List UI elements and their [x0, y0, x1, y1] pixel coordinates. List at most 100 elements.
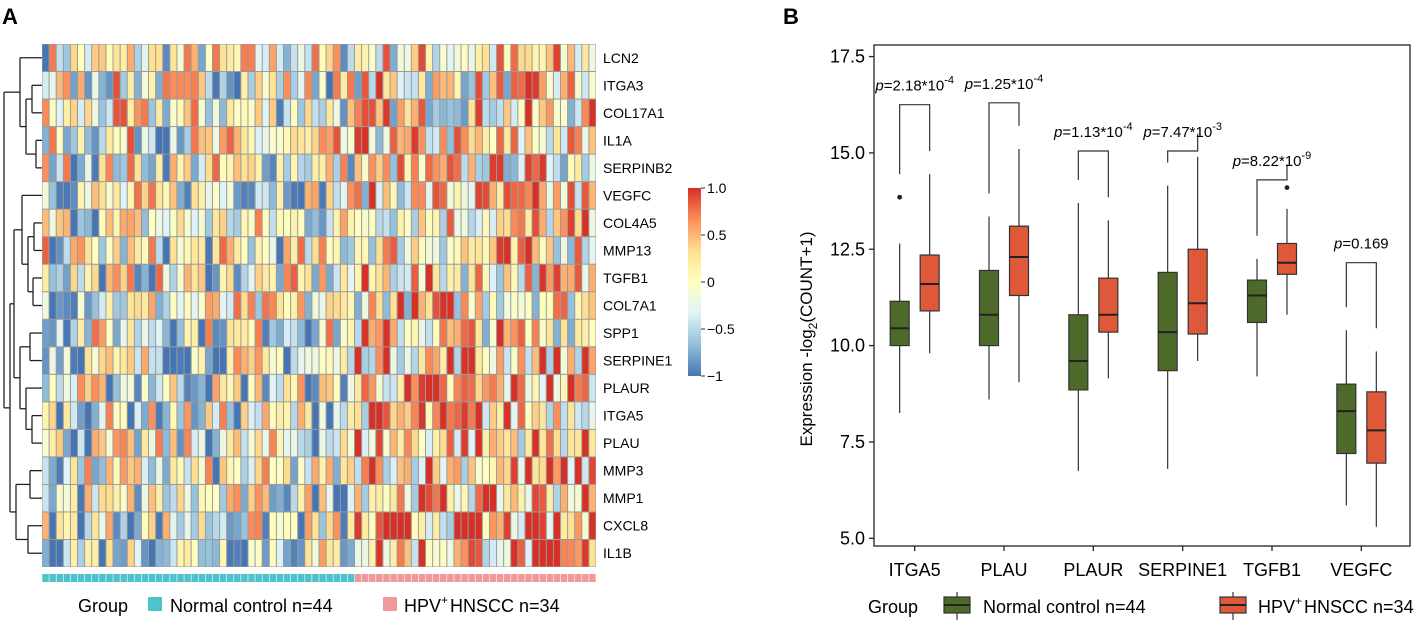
heatmap-cell [454, 347, 461, 374]
heatmap-cell [85, 374, 92, 402]
heatmap-cell [369, 319, 376, 347]
heatmap-cell [454, 539, 461, 567]
heatmap-cell [170, 99, 177, 127]
heatmap-cell [99, 182, 106, 209]
heatmap-cell [397, 319, 404, 347]
heatmap-cell [291, 347, 298, 374]
heatmap-cell [70, 44, 78, 72]
heatmap-cell [539, 457, 546, 484]
heatmap-cell [468, 237, 475, 264]
group-cell [518, 574, 525, 582]
heatmap-cell [120, 292, 127, 319]
heatmap-cell [255, 319, 262, 347]
heatmap-cell [489, 264, 497, 292]
y-tick-label: 7.5 [840, 432, 865, 452]
heatmap-cell [511, 319, 518, 347]
group-cell [496, 574, 504, 582]
heatmap-cell [149, 319, 156, 347]
heatmap-cell [156, 402, 163, 429]
heatmap-cell [127, 429, 134, 457]
heatmap-cell [454, 402, 461, 429]
box-body [1246, 279, 1268, 324]
heatmap-cell [241, 347, 248, 374]
heatmap-cell [227, 99, 234, 127]
heatmap-cell [156, 182, 163, 209]
heatmap-cell [99, 347, 106, 374]
heatmap-cell [383, 182, 390, 209]
heatmap-cell [198, 182, 205, 209]
heatmap-cell [49, 457, 56, 484]
heatmap-cell [85, 99, 92, 127]
heatmap-cell [184, 374, 191, 402]
heatmap-cell [397, 347, 404, 374]
heatmap-cell [63, 429, 70, 457]
heatmap-cell [262, 44, 269, 72]
heatmap-cell [298, 182, 305, 209]
heatmap-cell [227, 347, 234, 374]
heatmap-cell [589, 237, 596, 264]
heatmap-cell [269, 72, 276, 99]
heatmap-cell [475, 182, 482, 209]
heatmap-cell [433, 347, 440, 374]
heatmap-cell [468, 127, 475, 154]
heatmap-cell [426, 319, 433, 347]
heatmap-cell [283, 99, 291, 127]
heatmap-cell [582, 127, 589, 154]
heatmap-cell [589, 374, 596, 402]
heatmap-cell [582, 237, 589, 264]
heatmap-cell [376, 44, 383, 72]
heatmap-cell [546, 539, 553, 567]
heatmap-cell [120, 374, 127, 402]
heatmap-cell [532, 237, 539, 264]
heatmap-cell [255, 127, 262, 154]
heatmap-cell [291, 237, 298, 264]
heatmap-cell [120, 127, 127, 154]
heatmap-cell [326, 127, 333, 154]
heatmap-cell [461, 457, 468, 484]
heatmap-cell [397, 44, 404, 72]
heatmap-cell [504, 72, 511, 99]
group-cell [525, 574, 532, 582]
heatmap-cell [454, 264, 461, 292]
heatmap-cell [560, 484, 568, 512]
heatmap-cell [440, 402, 447, 429]
heatmap-cell [56, 347, 63, 374]
heatmap-cell [475, 484, 482, 512]
heatmap-cell [149, 292, 156, 319]
heatmap-cell [269, 209, 276, 237]
heatmap-cell [518, 457, 525, 484]
heatmap-cell [418, 182, 426, 209]
heatmap-cell [85, 457, 92, 484]
heatmap-cell [326, 264, 333, 292]
y-tick-label: 12.5 [830, 239, 865, 259]
heatmap-cell [383, 154, 390, 182]
heatmap-cell [532, 154, 539, 182]
heatmap-cell [78, 182, 85, 209]
heatmap-cell [355, 429, 362, 457]
heatmap-cell [163, 484, 170, 512]
heatmap-cell [312, 402, 319, 429]
heatmap-cell [539, 292, 546, 319]
heatmap-cell [106, 72, 113, 99]
heatmap-cell [120, 99, 127, 127]
heatmap-cell [291, 374, 298, 402]
heatmap-cell [546, 44, 553, 72]
heatmap-cell [461, 512, 468, 539]
heatmap-cell [70, 182, 78, 209]
heatmap-cell [220, 539, 227, 567]
heatmap-cell [42, 154, 49, 182]
heatmap-cell [191, 429, 198, 457]
heatmap-cell [482, 374, 489, 402]
heatmap-cell [383, 484, 390, 512]
heatmap-cell [525, 72, 532, 99]
heatmap-cell [418, 209, 426, 237]
heatmap-cell [340, 374, 347, 402]
heatmap-cell [362, 512, 369, 539]
heatmap-cell [262, 209, 269, 237]
heatmap-cell [440, 347, 447, 374]
heatmap-cell [568, 539, 575, 567]
heatmap-cell [411, 44, 418, 72]
heatmap-cell [426, 237, 433, 264]
heatmap-cell [141, 182, 149, 209]
